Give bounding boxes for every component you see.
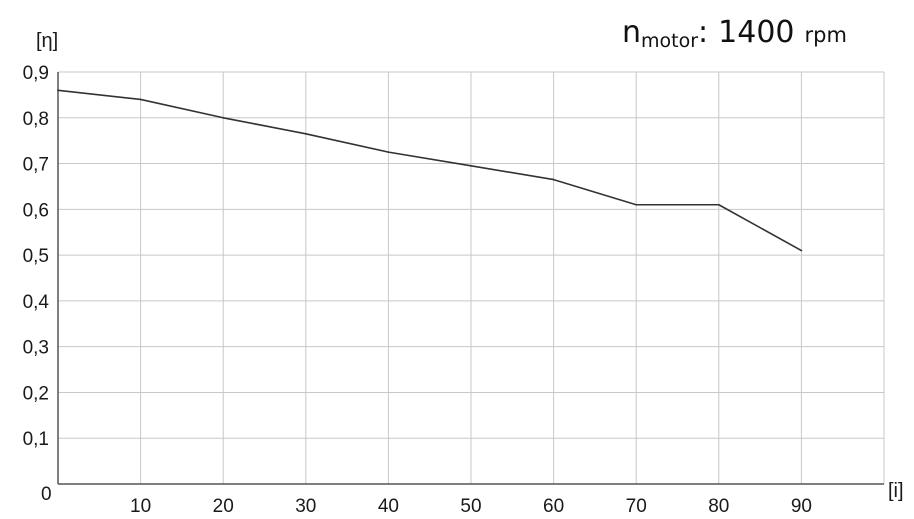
title-symbol: n — [622, 15, 641, 50]
x-tick-label: 90 — [791, 496, 812, 517]
y-tick-label: 0,9 — [23, 63, 49, 84]
title-separator: : — [698, 15, 708, 50]
x-tick-label: 20 — [213, 496, 234, 517]
y-tick-label: 0,4 — [23, 292, 50, 313]
data-point — [717, 203, 720, 206]
x-tick-label: 70 — [626, 496, 647, 517]
title-unit: rpm — [805, 23, 847, 47]
y-tick-label: 0,1 — [23, 429, 49, 450]
origin-label: 0 — [41, 484, 52, 505]
y-axis-label: [η] — [36, 30, 58, 52]
data-point — [139, 98, 142, 101]
y-tick-label: 0,8 — [23, 109, 49, 130]
x-axis-label: [i] — [888, 480, 904, 502]
series-line — [57, 89, 802, 252]
y-tick-label: 0,7 — [23, 155, 49, 176]
y-tick-label: 0,5 — [23, 246, 49, 267]
data-point — [470, 164, 472, 167]
x-tick-labels: 10 20 30 40 50 60 70 80 90 — [130, 496, 812, 517]
data-point — [57, 89, 59, 92]
chart-title: nmotor: 1400 rpm — [622, 15, 847, 52]
y-tick-label: 0,2 — [23, 383, 49, 404]
x-tick-label: 30 — [295, 496, 316, 517]
x-tick-label: 10 — [130, 496, 151, 517]
grid — [58, 71, 885, 484]
axes — [57, 72, 884, 485]
data-point — [552, 178, 555, 181]
series-group — [57, 89, 803, 252]
x-tick-label: 60 — [543, 496, 564, 517]
y-tick-label: 0,6 — [23, 200, 49, 221]
y-tick-label: 0,3 — [23, 338, 49, 359]
x-tick-label: 50 — [460, 496, 481, 517]
data-point — [800, 249, 803, 252]
title-value: 1400 — [718, 15, 794, 50]
data-point — [222, 116, 225, 119]
x-tick-label: 40 — [378, 496, 399, 517]
y-tick-labels: 0,1 0,2 0,3 0,4 0,5 0,6 0,7 0,8 0,9 — [23, 63, 50, 450]
title-subscript: motor — [641, 30, 698, 52]
data-point — [304, 132, 307, 135]
data-point — [387, 151, 390, 154]
x-tick-label: 80 — [708, 496, 729, 517]
data-point — [635, 203, 638, 206]
